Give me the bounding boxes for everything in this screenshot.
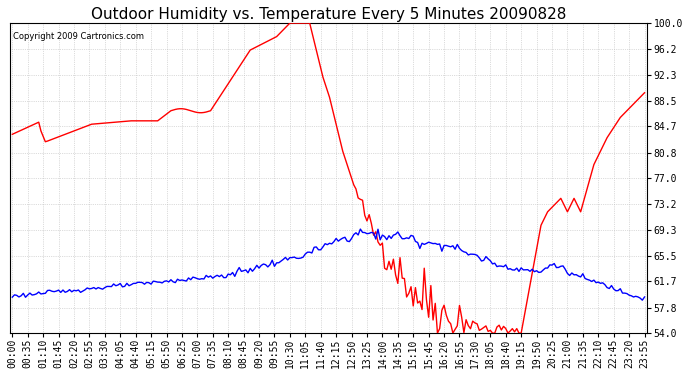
Title: Outdoor Humidity vs. Temperature Every 5 Minutes 20090828: Outdoor Humidity vs. Temperature Every 5… (90, 7, 566, 22)
Text: Copyright 2009 Cartronics.com: Copyright 2009 Cartronics.com (13, 32, 144, 41)
